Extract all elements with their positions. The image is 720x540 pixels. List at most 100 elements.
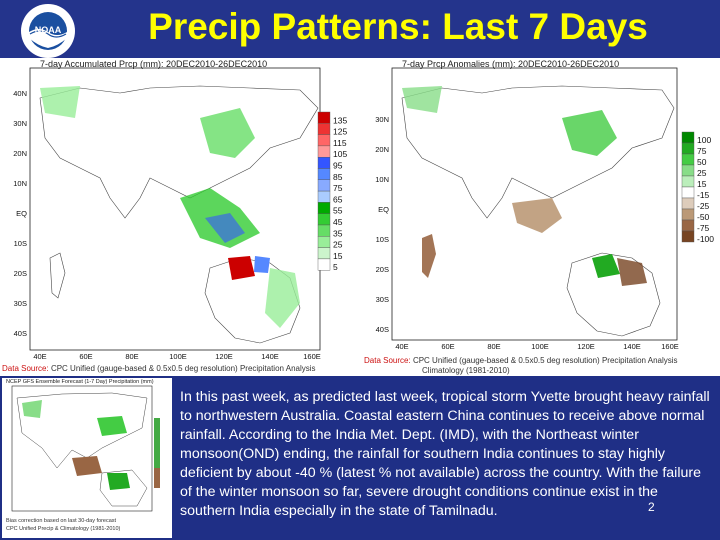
svg-text:20S: 20S: [14, 269, 27, 278]
legend-swatch: [317, 134, 331, 147]
legend-swatch: [317, 156, 331, 169]
lon-labels: 40E 60E 80E 100E 120E 140E 160E: [395, 342, 678, 351]
lat-labels: 30N 20N 10N EQ 10S 20S 30S 40S: [375, 115, 389, 334]
svg-text:160E: 160E: [661, 342, 679, 351]
svg-text:30N: 30N: [375, 115, 389, 124]
svg-text:80E: 80E: [487, 342, 500, 351]
legend-label: -75: [697, 223, 710, 233]
svg-text:120E: 120E: [215, 352, 233, 361]
legend-label: 125: [333, 127, 347, 137]
map-title: 7-day Prcp Anomalies (mm): 20DEC2010-26D…: [402, 59, 620, 69]
svg-text:60E: 60E: [441, 342, 454, 351]
legend-swatch: [681, 175, 695, 188]
svg-text:20S: 20S: [376, 265, 389, 274]
legend-label: 35: [333, 228, 343, 238]
legend-swatch: [317, 213, 331, 226]
slide-header: NOAA Precip Patterns: Last 7 Days: [0, 0, 720, 58]
svg-text:40S: 40S: [376, 325, 389, 334]
legend-label: -25: [697, 201, 710, 211]
legend-swatch: [681, 131, 695, 144]
forecast-source-line1: Bias correction based on last 30-day for…: [6, 518, 117, 524]
slide-title: Precip Patterns: Last 7 Days: [148, 6, 648, 47]
legend-label: 25: [697, 168, 707, 178]
svg-text:30S: 30S: [14, 299, 27, 308]
map-title: 7-day Accumulated Prcp (mm): 20DEC2010-2…: [40, 59, 268, 69]
forecast-source-line2: CPC Unified Precip & Climatology (1981-2…: [6, 526, 121, 532]
legend-label: -15: [697, 190, 710, 200]
legend-swatch: [317, 145, 331, 158]
forecast-chart: [11, 385, 160, 512]
lon-labels: 40E 60E 80E 100E 120E 140E 160E: [33, 352, 320, 361]
legend-label: 75: [697, 146, 707, 156]
legend-swatch: [317, 190, 331, 203]
legend-swatch: [681, 164, 695, 177]
legend-label: 15: [333, 251, 343, 261]
svg-text:100E: 100E: [531, 342, 549, 351]
legend-swatch: [681, 230, 695, 243]
svg-text:40N: 40N: [13, 89, 27, 98]
legend-label: 25: [333, 240, 343, 250]
legend-label: 75: [333, 183, 343, 193]
svg-text:10S: 10S: [376, 235, 389, 244]
svg-text:140E: 140E: [623, 342, 641, 351]
svg-text:20N: 20N: [375, 145, 389, 154]
legend-swatch: [681, 186, 695, 199]
legend-label: 55: [333, 206, 343, 216]
lat-labels: 40N 30N 20N 10N EQ 10S 20S 30S 40S: [13, 89, 27, 338]
legend-swatch: [317, 247, 331, 260]
legend-swatch: [681, 219, 695, 232]
svg-text:10N: 10N: [375, 175, 389, 184]
svg-text:140E: 140E: [261, 352, 279, 361]
legend-label: 45: [333, 217, 343, 227]
legend-swatch: [681, 208, 695, 221]
noaa-logo: NOAA: [21, 4, 75, 58]
legend-swatch: [317, 111, 331, 124]
svg-text:40S: 40S: [14, 329, 27, 338]
svg-text:80E: 80E: [125, 352, 138, 361]
legend-swatch: [317, 202, 331, 214]
svg-text:EQ: EQ: [378, 205, 389, 214]
legend-label: -50: [697, 212, 710, 222]
legend-label: -100: [697, 234, 714, 244]
legend-label: 100: [697, 135, 711, 145]
precip-anomaly-map: 7-day Prcp Anomalies (mm): 20DEC2010-26D…: [362, 58, 720, 376]
legend-swatch: [317, 258, 331, 271]
svg-text:10N: 10N: [13, 179, 27, 188]
accumulated-precip-chart: 40N 30N 20N 10N EQ 10S 20S 30S 40S 40E 6…: [13, 67, 347, 361]
forecast-map: NCEP GFS Ensemble Forecast (1-7 Day) Pre…: [2, 378, 172, 538]
legend-label: 15: [697, 179, 707, 189]
legend-label: 85: [333, 172, 343, 182]
svg-text:100E: 100E: [169, 352, 187, 361]
page-number: 2: [648, 500, 655, 514]
svg-text:10S: 10S: [14, 239, 27, 248]
svg-text:160E: 160E: [303, 352, 321, 361]
data-source: Data Source: CPC Unified (gauge-based & …: [364, 356, 678, 365]
legend-swatch: [681, 197, 695, 210]
legend-swatch: [317, 123, 331, 135]
legend-label: 105: [333, 149, 347, 159]
legend-label: 115: [333, 138, 347, 148]
legend-label: 95: [333, 161, 343, 171]
svg-text:120E: 120E: [577, 342, 595, 351]
svg-text:60E: 60E: [79, 352, 92, 361]
svg-text:40E: 40E: [33, 352, 46, 361]
legend-label: 5: [333, 262, 338, 272]
legend-label: 135: [333, 115, 347, 125]
legend-swatch: [317, 236, 331, 248]
svg-text:EQ: EQ: [16, 209, 27, 218]
legend-swatch: [681, 153, 695, 166]
svg-text:30S: 30S: [376, 295, 389, 304]
accumulated-precip-map: 7-day Accumulated Prcp (mm): 20DEC2010-2…: [0, 58, 362, 376]
legend-swatch: [317, 224, 331, 237]
climatology-note: Climatology (1981-2010): [422, 366, 510, 375]
legend-swatch: [681, 142, 695, 155]
summary-text: In this past week, as predicted last wee…: [180, 389, 710, 519]
data-source: Data Source: CPC Unified (gauge-based & …: [2, 364, 316, 373]
svg-text:30N: 30N: [13, 119, 27, 128]
legend-label: 65: [333, 194, 343, 204]
precip-anomaly-chart: 30N 20N 10N EQ 10S 20S 30S 40S 40E 60E 8…: [375, 67, 714, 351]
legend-swatch: [317, 168, 331, 181]
map-title: NCEP GFS Ensemble Forecast (1-7 Day) Pre…: [6, 379, 154, 385]
